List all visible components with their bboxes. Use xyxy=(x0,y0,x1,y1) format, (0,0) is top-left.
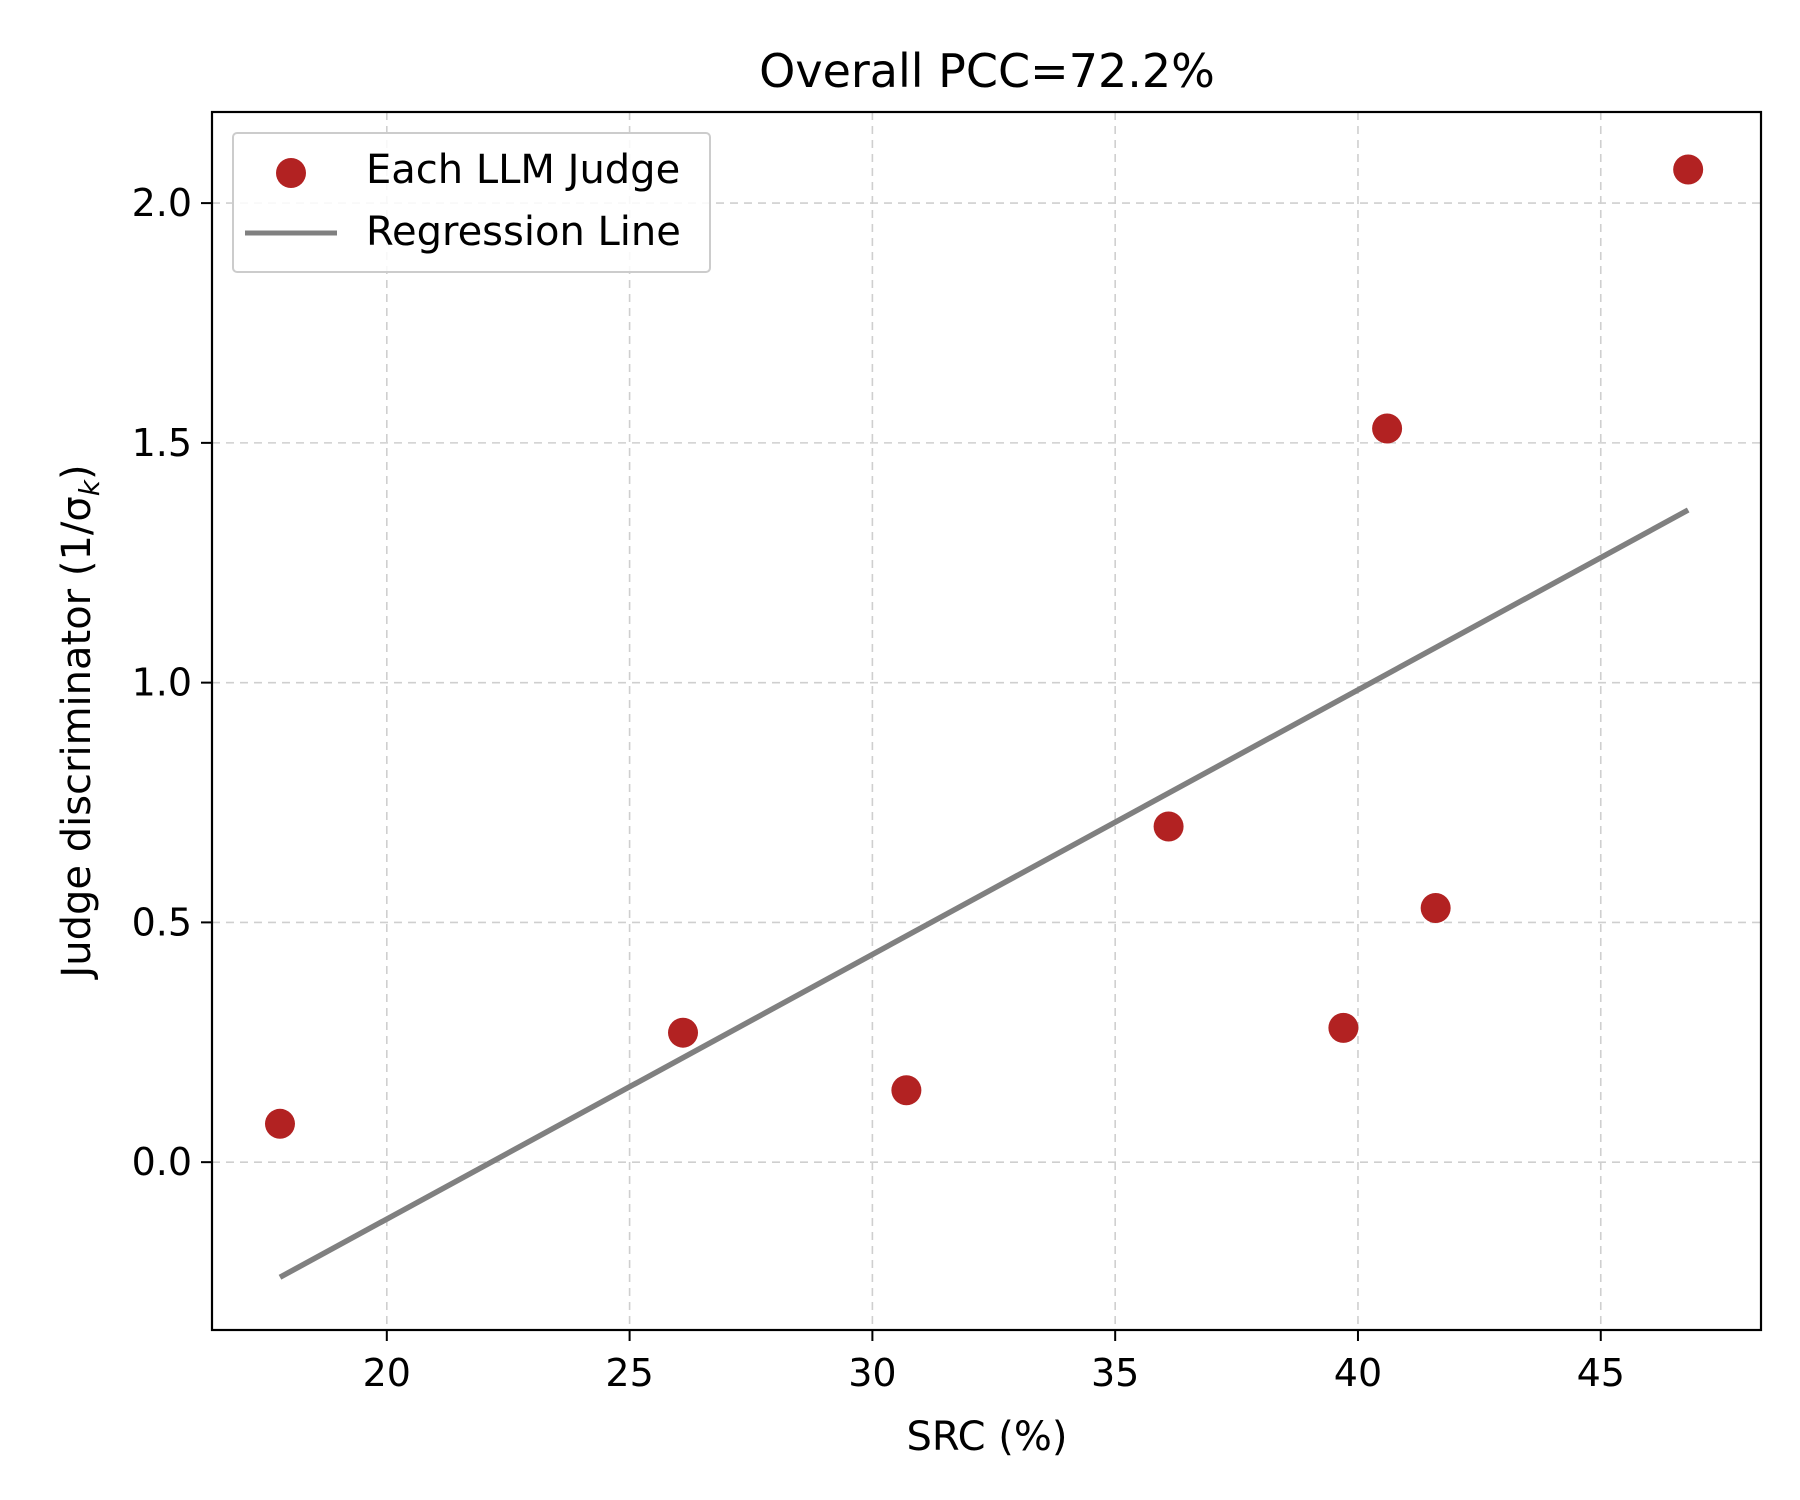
legend-marker-scatter xyxy=(276,158,306,188)
y-axis-title: Judge discriminator (1/σk) xyxy=(54,464,106,980)
data-point xyxy=(668,1017,699,1048)
legend-label-scatter: Each LLM Judge xyxy=(366,147,680,193)
x-tick-label: 30 xyxy=(848,1351,896,1395)
chart-title: Overall PCC=72.2% xyxy=(759,44,1215,98)
y-tick-label: 2.0 xyxy=(132,181,192,225)
grid-lines xyxy=(212,112,1761,1330)
y-tick-label: 1.5 xyxy=(132,421,192,465)
data-point xyxy=(264,1108,295,1139)
plot-frame xyxy=(210,110,1763,1332)
regression-line xyxy=(278,507,1690,1280)
legend: Each LLM Judge Regression Line xyxy=(232,132,711,273)
regression-line-layer xyxy=(278,507,1690,1280)
legend-box xyxy=(232,132,711,273)
data-point xyxy=(1328,1012,1359,1043)
data-point xyxy=(1420,893,1451,924)
y-axis-ticks: 0.0 0.5 1.0 1.5 2.0 xyxy=(132,181,212,1184)
y-tick-label: 1.0 xyxy=(132,661,192,705)
x-tick-label: 45 xyxy=(1577,1351,1625,1395)
y-tick-label: 0.5 xyxy=(132,900,192,944)
x-axis-title: SRC (%) xyxy=(906,1414,1067,1460)
data-point xyxy=(1673,154,1704,185)
legend-label-line: Regression Line xyxy=(366,209,681,255)
data-point xyxy=(1372,413,1403,444)
y-tick-label: 0.0 xyxy=(132,1140,192,1184)
scatter-points xyxy=(264,154,1704,1139)
data-point xyxy=(1153,811,1184,842)
y-axis-title-subscript: k xyxy=(73,478,106,496)
x-tick-label: 25 xyxy=(605,1351,653,1395)
x-tick-label: 40 xyxy=(1334,1351,1382,1395)
x-tick-label: 20 xyxy=(363,1351,411,1395)
y-axis-title-main: Judge discriminator (1/σ xyxy=(54,496,100,980)
x-tick-label: 35 xyxy=(1091,1351,1139,1395)
x-axis-ticks: 20 25 30 35 40 45 xyxy=(363,1330,1625,1395)
y-axis-title-suffix: ) xyxy=(54,464,100,480)
data-point xyxy=(891,1075,922,1106)
